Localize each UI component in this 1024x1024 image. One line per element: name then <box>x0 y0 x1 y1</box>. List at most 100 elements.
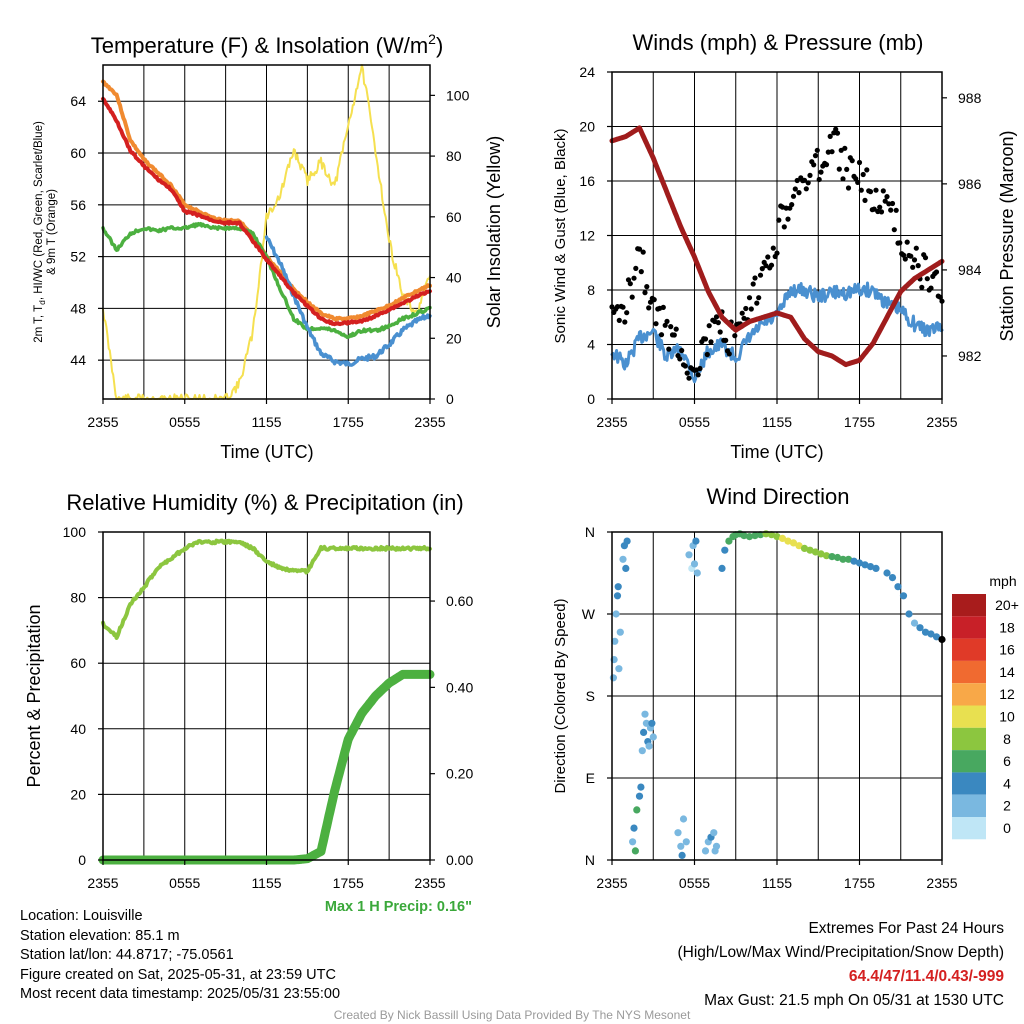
gust-point <box>713 314 720 320</box>
gust-point <box>794 177 800 184</box>
x-tick-label: 1755 <box>333 875 364 891</box>
wind-direction-point <box>784 537 792 545</box>
wind-direction-point <box>649 733 657 741</box>
station-info: Location: Louisville Station elevation: … <box>20 907 340 1005</box>
colorbar-label: 2 <box>1003 798 1011 814</box>
temperature-ylabel-left-line2: & 9m T (Orange) <box>46 189 58 275</box>
gust-point <box>849 158 855 164</box>
gust-point <box>823 162 830 168</box>
gust-point <box>878 209 885 215</box>
wind-direction-point <box>806 546 814 554</box>
y-tick-label-left: 56 <box>70 197 86 213</box>
colorbar-swatch <box>952 638 986 661</box>
gust-point <box>658 332 665 338</box>
gust-point <box>812 153 819 159</box>
x-tick-label: 2355 <box>926 875 957 891</box>
wind-direction-point <box>817 550 825 558</box>
x-tick-label: 2355 <box>414 875 445 891</box>
gust-point <box>833 126 839 132</box>
wind-direction-point <box>642 719 651 727</box>
gust-point <box>622 319 628 325</box>
wind-direction-point <box>613 592 622 600</box>
wind-direction-point <box>629 838 637 846</box>
gust-point <box>897 240 903 246</box>
humidity-title: Relative Humidity (%) & Precipitation (i… <box>66 490 463 515</box>
wind-direction-point <box>692 537 700 545</box>
gust-point <box>726 351 732 357</box>
gust-point <box>715 320 721 326</box>
wind-direction-point <box>828 553 836 561</box>
gust-point <box>682 363 688 369</box>
wind-direction-point <box>751 532 759 540</box>
gust-point <box>789 202 795 208</box>
wind-direction-point <box>721 546 729 554</box>
relative-humidity-line <box>101 538 432 640</box>
y-tick-label-right: 40 <box>446 270 462 286</box>
gust-point <box>679 347 685 354</box>
wind-direction-point <box>674 829 682 837</box>
gust-point <box>746 295 753 301</box>
wind-title: Winds (mph) & Pressure (mb) <box>633 30 924 55</box>
gust-point <box>908 253 914 259</box>
gust-point <box>893 207 899 213</box>
gust-point <box>814 147 820 153</box>
y-tick-label-left: 80 <box>70 590 86 606</box>
gust-point <box>913 245 919 251</box>
wind-direction-point <box>718 564 726 573</box>
gust-point <box>620 304 626 310</box>
y-tick-label-left: 16 <box>579 173 595 189</box>
colorbar-swatch <box>952 794 986 817</box>
y-tick-label-left: 100 <box>63 524 87 540</box>
x-tick-label: 2355 <box>596 875 627 891</box>
gust-point <box>695 372 701 378</box>
y-tick-label-left: S <box>586 688 595 704</box>
colorbar-swatch <box>952 616 986 639</box>
y-tick-label-left: 64 <box>70 93 86 109</box>
gust-point <box>765 254 771 260</box>
wind-direction-point <box>614 583 622 591</box>
gust-point <box>858 187 864 193</box>
gust-point <box>864 167 870 173</box>
wind-direction-point <box>850 557 858 565</box>
gust-point <box>840 176 846 182</box>
y-tick-label-left: 52 <box>70 249 86 265</box>
gust-point <box>651 297 657 303</box>
gust-point <box>686 375 692 381</box>
gust-point <box>647 299 654 305</box>
wind-direction-point <box>685 551 693 559</box>
gust-point <box>919 284 925 290</box>
x-tick-label: 2355 <box>926 414 957 430</box>
x-tick-label: 2355 <box>596 414 627 430</box>
extremes-keys: (High/Low/Max Wind/Precipitation/Snow De… <box>677 944 1005 961</box>
humidity-panel: Relative Humidity (%) & Precipitation (i… <box>24 490 473 915</box>
gust-point <box>627 281 633 287</box>
y-tick-label-right: 0 <box>446 391 454 407</box>
wind-direction-point <box>910 619 919 627</box>
gust-point <box>646 305 652 311</box>
wind-direction-point <box>839 555 847 563</box>
extremes-box: Extremes For Past 24 Hours (High/Low/Max… <box>678 917 1005 1013</box>
gust-point <box>922 255 929 261</box>
x-tick-label: 1155 <box>762 414 792 430</box>
wind-direction-point <box>861 561 869 569</box>
y-tick-label-right: 20 <box>446 330 462 346</box>
colorbar-label: 8 <box>1003 731 1011 747</box>
wind-direction-point <box>637 783 645 791</box>
gust-point <box>902 256 908 262</box>
x-tick-label: 2355 <box>87 414 118 430</box>
wind-direction-point <box>905 610 913 618</box>
y-tick-label-right: 986 <box>958 176 982 192</box>
wind-direction-point <box>894 583 902 591</box>
gust-point <box>756 295 762 301</box>
y-tick-label-left: 48 <box>70 300 86 316</box>
wind-direction-point <box>693 569 701 577</box>
y-tick-label-right: 0.60 <box>446 593 473 609</box>
wind-direction-point <box>773 533 781 541</box>
y-tick-label-left: 12 <box>579 228 595 244</box>
wind-direction-point <box>833 553 842 562</box>
gust-point <box>638 269 644 275</box>
y-tick-label-right: 100 <box>446 87 470 103</box>
gust-point <box>867 189 874 195</box>
gust-point <box>631 275 637 281</box>
